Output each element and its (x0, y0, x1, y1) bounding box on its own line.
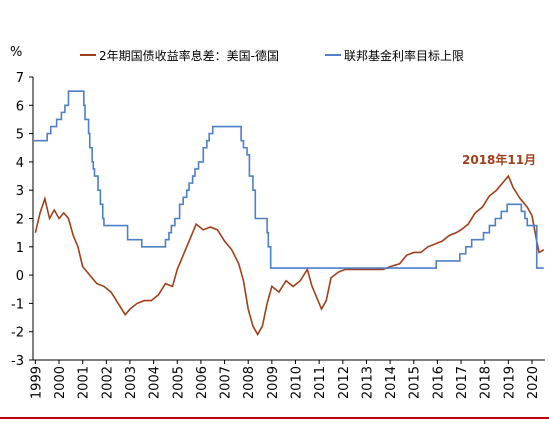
x-tick-label: 2011 (313, 366, 328, 399)
y-tick-label: 5 (16, 128, 24, 143)
y-tick-label: 7 (16, 71, 24, 86)
x-tick-label: 2009 (266, 366, 281, 399)
x-tick-label: 2000 (53, 366, 68, 399)
x-tick-label: 2020 (526, 366, 541, 399)
y-tick-label: -1 (11, 297, 24, 312)
x-tick-label: 2007 (219, 366, 234, 399)
series-line (34, 174, 545, 337)
x-tick-label: 2010 (290, 366, 305, 399)
x-tick-label: 2012 (337, 366, 352, 399)
x-tick-label: 2002 (100, 366, 115, 399)
y-tick-label: 6 (16, 99, 24, 114)
y-tick-label: 1 (16, 241, 24, 256)
x-tick-label: 2006 (195, 366, 210, 399)
y-tick-label: 2 (16, 213, 24, 228)
x-tick-label: 2013 (360, 366, 375, 399)
y-tick-label: -2 (11, 326, 24, 341)
x-tick-label: 2003 (124, 366, 139, 399)
y-tick-label: 4 (16, 156, 24, 171)
x-tick-label: 2018 (479, 366, 494, 399)
legend-label: 2年期国债收益率息差：美国-德国 (99, 48, 279, 63)
y-axis-label: % (10, 45, 22, 60)
x-tick-label: 2005 (171, 366, 186, 399)
legend-label: 联邦基金利率目标上限 (344, 48, 464, 63)
x-tick-label: 2001 (77, 366, 92, 399)
x-tick-label: 2015 (408, 366, 423, 399)
x-tick-label: 2019 (502, 366, 517, 399)
x-tick-label: 2016 (431, 366, 446, 399)
x-tick-label: 1999 (29, 366, 44, 399)
x-tick-label: 2008 (242, 366, 257, 399)
y-tick-label: -3 (11, 354, 24, 369)
series-line (33, 90, 544, 269)
y-tick-label: 0 (16, 269, 24, 284)
annotation: 2018年11月 (462, 152, 536, 167)
x-tick-label: 2004 (148, 366, 163, 399)
x-tick-label: 2017 (455, 366, 470, 399)
y-tick-label: 3 (16, 184, 24, 199)
x-tick-label: 2014 (384, 366, 399, 399)
